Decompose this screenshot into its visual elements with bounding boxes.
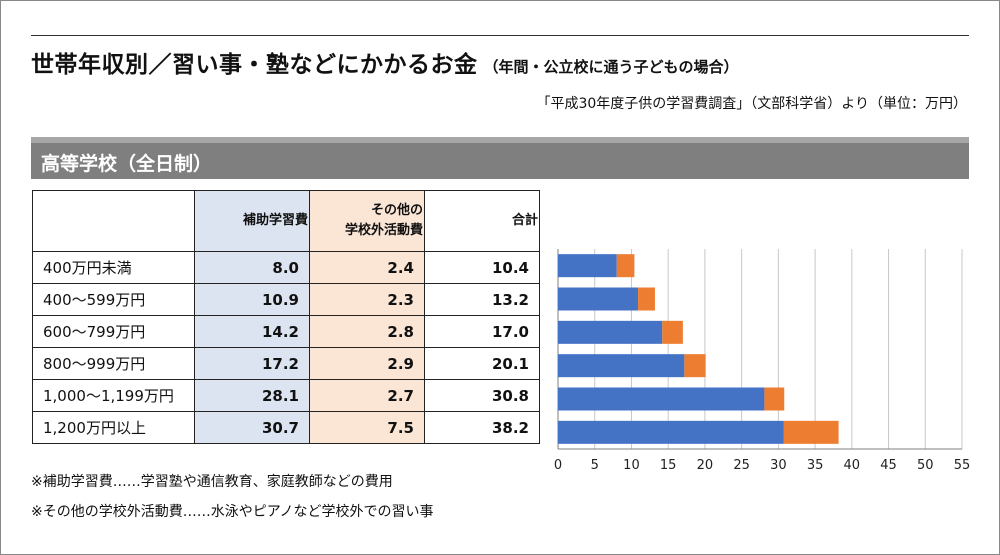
cell-sonota: 2.8 (309, 315, 425, 348)
x-tick-label: 30 (770, 458, 787, 473)
cell-total: 17.0 (424, 315, 540, 348)
table-row: 600～799万円 14.2 2.8 17.0 (32, 315, 540, 348)
table-row: 1,000～1,199万円 28.1 2.7 30.8 (32, 379, 540, 412)
data-table: 補助学習費 その他の 学校外活動費 合計 400万円未満 8.0 2.4 10.… (32, 190, 540, 444)
footnote-sonota: ※その他の学校外活動費……水泳やピアノなど学校外での習い事 (31, 504, 434, 520)
header-sonota: その他の 学校外活動費 (309, 190, 425, 252)
bar-sonota (616, 254, 635, 278)
source-note: 「平成30年度子供の学習費調査」（文部科学省）より（単位：万円） (536, 96, 967, 112)
x-tick-label: 35 (807, 458, 824, 473)
header-total: 合計 (424, 190, 540, 252)
row-label: 600～799万円 (32, 315, 195, 348)
x-tick-label: 55 (954, 458, 971, 473)
top-rule (31, 35, 969, 36)
cell-sonota: 2.3 (309, 283, 425, 316)
page-subtitle: （年間・公立校に通う子どもの場合） (483, 58, 739, 76)
table-row: 400万円未満 8.0 2.4 10.4 (32, 251, 540, 284)
bar-sonota (783, 420, 839, 444)
bar-hojo (558, 287, 639, 311)
cell-total: 13.2 (424, 283, 540, 316)
cell-hojo: 28.1 (194, 379, 310, 412)
x-tick-label: 10 (623, 458, 640, 473)
bar-hojo (558, 254, 617, 278)
stacked-bar-chart: 0 5 10 15 20 25 30 35 40 45 50 55 (554, 249, 971, 473)
bar-hojo (558, 387, 765, 411)
section-title: 高等学校（全日制） (41, 153, 213, 175)
row-label: 1,000～1,199万円 (32, 379, 195, 412)
cell-total: 30.8 (424, 379, 540, 412)
cell-hojo: 8.0 (194, 251, 310, 284)
x-tick-label: 20 (697, 458, 714, 473)
cell-hojo: 14.2 (194, 315, 310, 348)
title-block: 世帯年収別／習い事・塾などにかかるお金 （年間・公立校に通う子どもの場合） (31, 45, 739, 79)
x-tick-label: 50 (917, 458, 934, 473)
page-title: 世帯年収別／習い事・塾などにかかるお金 (31, 52, 478, 78)
footnote-hojo: ※補助学習費……学習塾や通信教育、家庭教師などの費用 (31, 474, 393, 490)
x-tick-label: 25 (733, 458, 750, 473)
bar-sonota (662, 320, 683, 344)
cell-hojo: 30.7 (194, 411, 310, 444)
header-hojo: 補助学習費 (194, 190, 310, 252)
table-row: 800～999万円 17.2 2.9 20.1 (32, 347, 540, 380)
x-tick-label: 45 (880, 458, 897, 473)
cell-sonota: 2.9 (309, 347, 425, 380)
bar-sonota (684, 354, 706, 378)
bar-hojo (558, 420, 784, 444)
row-label: 800～999万円 (32, 347, 195, 380)
header-empty (32, 190, 195, 252)
x-tick-label: 0 (554, 458, 562, 473)
footnotes: ※補助学習費……学習塾や通信教育、家庭教師などの費用 ※その他の学校外活動費……… (31, 467, 433, 527)
cell-sonota: 7.5 (309, 411, 425, 444)
section-header: 高等学校（全日制） (31, 137, 969, 179)
row-label: 400万円未満 (32, 251, 195, 284)
row-label: 400～599万円 (32, 283, 195, 316)
bar-sonota (638, 287, 655, 311)
x-tick-label: 40 (844, 458, 861, 473)
cell-total: 10.4 (424, 251, 540, 284)
cell-total: 38.2 (424, 411, 540, 444)
cell-sonota: 2.4 (309, 251, 425, 284)
table-row: 1,200万円以上 30.7 7.5 38.2 (32, 411, 540, 444)
bar-hojo (558, 320, 663, 344)
x-tick-label: 5 (591, 458, 599, 473)
row-label: 1,200万円以上 (32, 411, 195, 444)
cell-hojo: 17.2 (194, 347, 310, 380)
cell-total: 20.1 (424, 347, 540, 380)
bar-hojo (558, 354, 685, 378)
cell-sonota: 2.7 (309, 379, 425, 412)
bar-sonota (764, 387, 785, 411)
table-row: 400～599万円 10.9 2.3 13.2 (32, 283, 540, 316)
table-header-row: 補助学習費 その他の 学校外活動費 合計 (32, 190, 540, 252)
x-tick-label: 15 (660, 458, 677, 473)
cell-hojo: 10.9 (194, 283, 310, 316)
